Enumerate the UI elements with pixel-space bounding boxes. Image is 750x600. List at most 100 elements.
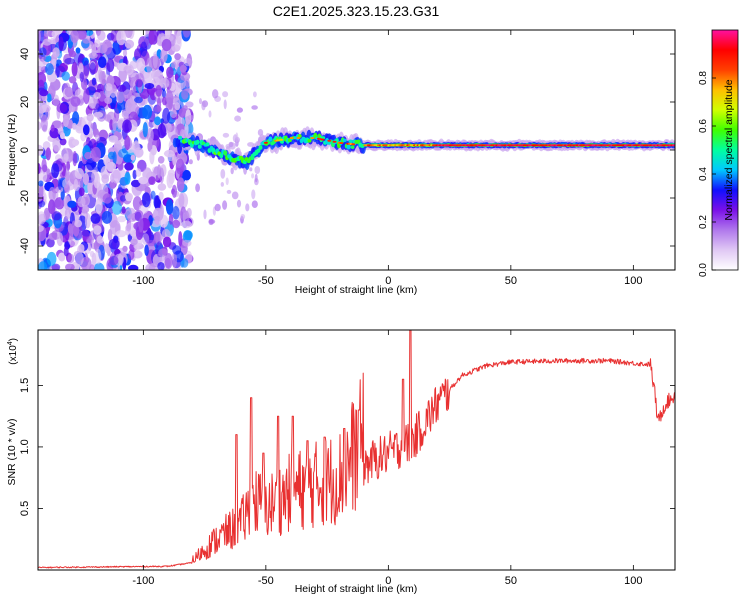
spectrogram-noise-blob: [52, 47, 60, 58]
spectrogram-noise-blob: [174, 53, 181, 61]
spectrogram-noise-blob: [38, 261, 48, 270]
spectrogram-ridge-peak: [275, 139, 280, 142]
spectrogram-noise-blob: [199, 98, 202, 105]
spectrogram-noise-blob: [188, 159, 193, 165]
spectrogram-ridge-core: [205, 142, 210, 147]
spectrogram-noise-blob: [112, 169, 121, 184]
spectrogram-noise-blob: [148, 176, 156, 186]
spectrogram-ridge-core: [348, 139, 353, 144]
spectrogram-noise-blob: [97, 56, 107, 68]
spectrogram-noise-blob: [164, 253, 173, 269]
spectrogram-ridge-core: [297, 134, 302, 138]
spectrogram-noise-blob: [38, 163, 41, 175]
spectrogram-noise-blob: [136, 57, 146, 72]
spectrogram-noise-blob: [38, 200, 46, 208]
spectrogram-noise-blob: [172, 206, 180, 220]
spectrogram-noise-blob: [38, 121, 42, 131]
spectrogram-noise-blob: [112, 200, 122, 215]
spectrogram-ridge-peak: [320, 138, 325, 141]
spectrogram-noise-blob: [122, 119, 132, 133]
spectrogram-noise-blob: [152, 53, 158, 69]
spectrogram-noise-blob: [108, 135, 119, 143]
spectrogram-noise-blob: [40, 116, 48, 132]
spectrogram-ridge-peak: [672, 144, 675, 147]
spectrogram-x-label: Height of straight line (km): [295, 284, 418, 296]
spectrogram-y-tick-label: -20: [19, 190, 31, 206]
spectrogram-noise-blob: [68, 76, 77, 84]
spectrogram-noise-blob: [95, 103, 101, 110]
spectrogram-noise-blob: [66, 161, 71, 171]
spectrogram-ridge-core: [268, 136, 273, 142]
spectrogram-noise-blob: [90, 122, 97, 130]
spectrogram-noise-blob: [65, 263, 75, 270]
spectrogram-noise-blob: [166, 172, 174, 189]
spectrogram-noise-blob: [214, 203, 221, 212]
spectrogram-noise-blob: [123, 136, 132, 150]
spectrogram-noise-blob: [48, 186, 56, 202]
spectrogram-noise-blob: [52, 98, 60, 107]
spectrogram-noise-blob: [130, 154, 136, 161]
spectrogram-y-ticks: -40 -20 0 20 40: [19, 48, 675, 254]
spectrogram-noise-blob: [86, 113, 94, 122]
spectrogram-y-tick-label: 0: [19, 147, 31, 153]
spectrogram-ridge: [172, 126, 675, 171]
spectrogram-noise-blob: [106, 58, 115, 73]
spectrogram-noise-blob: [184, 116, 191, 126]
spectrogram-noise-blob: [97, 30, 106, 41]
spectrogram-noise-blob: [240, 214, 246, 220]
spectrogram-noise-blob: [125, 224, 131, 232]
spectrogram-noise-blob: [39, 47, 47, 57]
spectrogram-noise-blob: [51, 58, 57, 66]
spectrogram-noise-blob: [129, 60, 139, 69]
spectrogram-noise-blob: [156, 97, 162, 112]
spectrogram-noise-blob: [112, 117, 117, 132]
spectrogram-noise-blob: [134, 48, 142, 61]
spectrogram-noise-blob: [251, 173, 255, 179]
spectrogram-noise-blob: [171, 184, 177, 198]
spectrogram-noise-blob: [208, 110, 212, 118]
spectrogram-noise-blob: [89, 62, 96, 76]
spectrogram-noise-blob: [98, 70, 106, 84]
spectrogram-noise-blob: [38, 180, 44, 187]
spectrogram-noise-blob: [157, 262, 165, 270]
spectrogram-noise-blob: [48, 199, 56, 215]
spectrogram-noise-blob: [67, 200, 77, 208]
snr-y-label: SNR (10 * v/v): [6, 418, 18, 485]
chart-title: C2E1.2025.323.15.23.G31: [273, 3, 440, 19]
spectrogram-x-tick-label: 100: [624, 275, 642, 287]
spectrogram-noise-blob: [91, 77, 97, 86]
spectrogram-noise-blob: [186, 207, 192, 218]
spectrogram-noise-blob: [78, 187, 85, 197]
spectrogram-noise-blob: [185, 101, 194, 108]
spectrogram-noise-blob: [96, 235, 104, 244]
spectrogram-noise-blob: [185, 78, 190, 88]
spectrogram-ridge-core: [346, 143, 351, 150]
spectrogram-noise-blob: [77, 30, 87, 40]
spectrogram-noise-blob: [134, 241, 140, 257]
spectrogram-noise-blob: [129, 230, 137, 237]
spectrogram-noise-blob: [67, 253, 75, 264]
snr-multiplier-close: ): [8, 338, 19, 341]
spectrogram-noise-blob: [84, 213, 91, 229]
spectrogram-noise-blob: [171, 61, 177, 69]
spectrogram-noise-blob: [158, 77, 170, 88]
spectrogram-noise-blob: [152, 207, 164, 222]
spectrogram-noise-blob: [234, 115, 242, 122]
spectrogram-noise-blob: [123, 89, 132, 99]
spectrogram-noise-blob: [38, 58, 46, 71]
spectrogram-noise-blob: [181, 89, 189, 100]
spectrogram-noise-blob: [160, 48, 168, 63]
spectrogram-noise-blob: [235, 132, 239, 143]
spectrogram-noise-blob: [144, 244, 149, 257]
spectrogram-noise-blob: [51, 211, 62, 221]
spectrogram-noise-blob: [125, 98, 136, 114]
spectrogram-noise-blob: [55, 30, 63, 35]
colorbar-tick-label: 0.0: [698, 263, 709, 277]
spectrogram-noise-blobs: [38, 30, 264, 270]
spectrogram-noise-blob: [93, 225, 102, 235]
spectrogram-noise-blob: [208, 219, 216, 224]
spectrogram-noise-blob: [124, 39, 135, 49]
spectrogram-noise-blob: [203, 209, 207, 220]
spectrogram-ridge-peak: [310, 137, 315, 139]
spectrogram-noise-blob: [174, 102, 181, 111]
